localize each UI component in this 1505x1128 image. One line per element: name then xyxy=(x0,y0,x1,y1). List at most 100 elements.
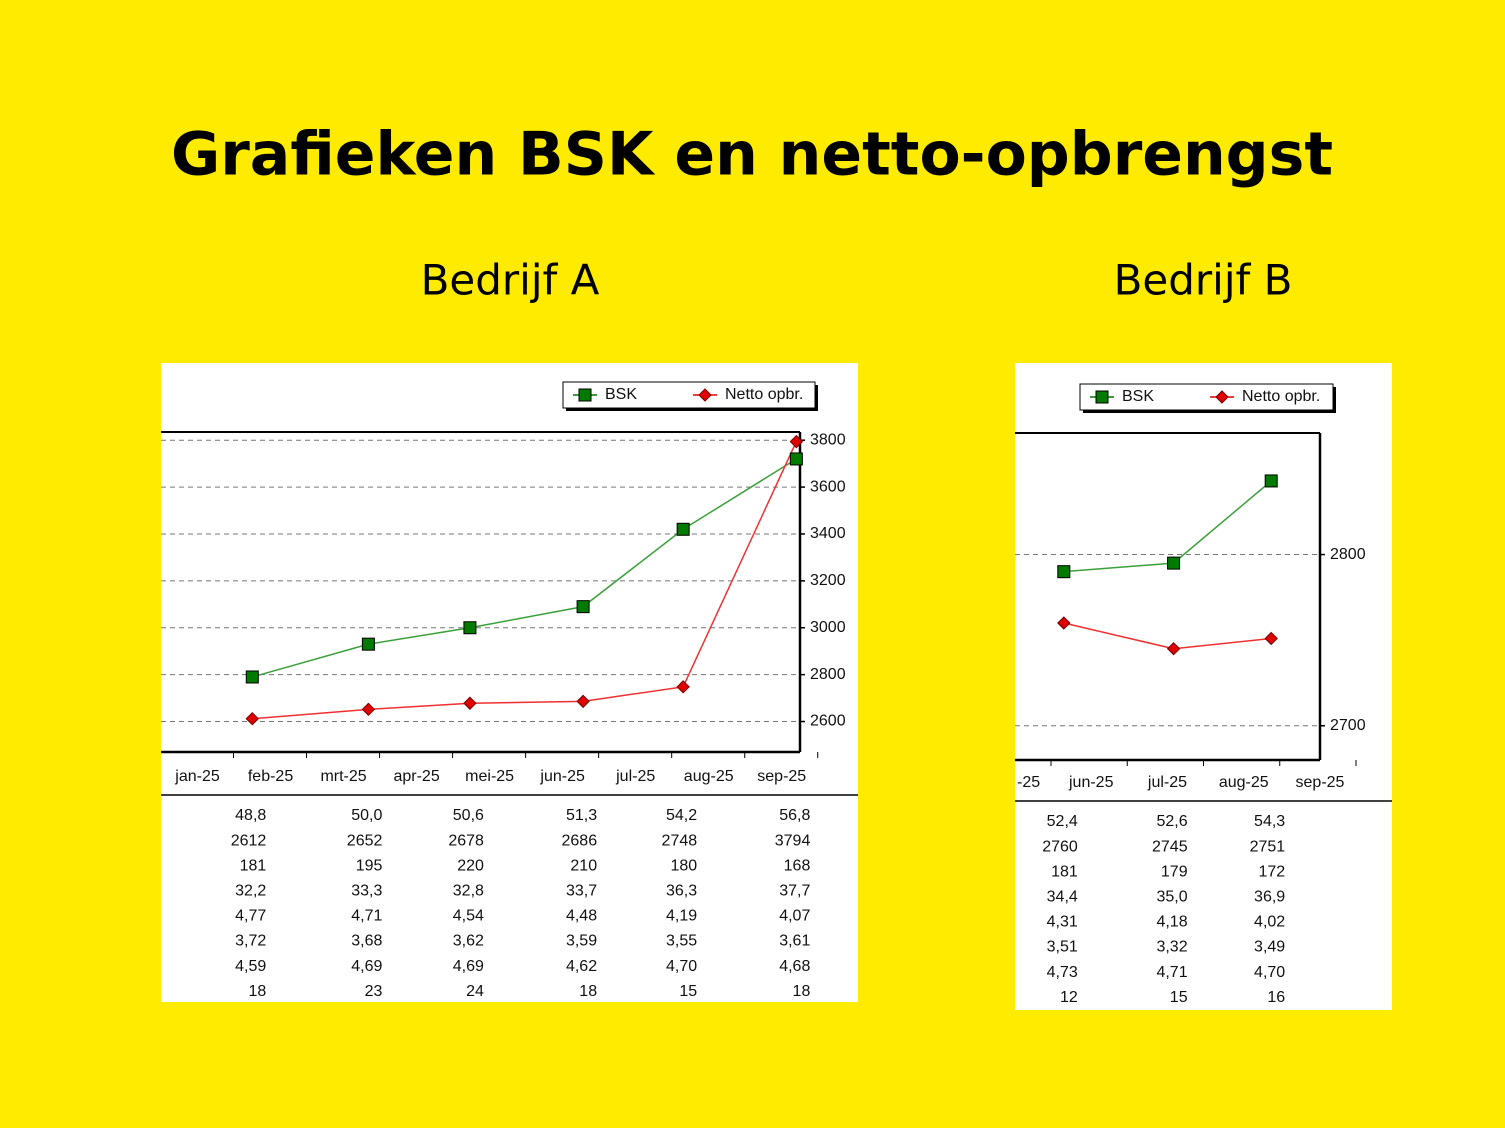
y-tick-label: 3800 xyxy=(810,431,846,448)
table-cell: 181 xyxy=(1051,863,1078,880)
table-cell: 181 xyxy=(240,857,267,874)
y-tick-label: 3200 xyxy=(810,572,846,589)
table-cell: 32,8 xyxy=(453,883,484,900)
x-tick-label: aug-25 xyxy=(684,768,734,785)
x-tick-label: jul-25 xyxy=(1147,774,1187,791)
y-tick-label: 3400 xyxy=(810,525,846,542)
table-cell: 4,54 xyxy=(453,908,484,925)
legend xyxy=(562,381,816,409)
x-tick-label: -25 xyxy=(1017,774,1040,791)
marker-diamond xyxy=(245,712,259,726)
y-tick-label: 2700 xyxy=(1330,717,1366,734)
table-cell: 3,49 xyxy=(1254,939,1285,956)
y-tick-label: 2800 xyxy=(1330,546,1366,563)
chart-panel: 2600 2800 3000 3200 3400 3600 3800 jan-25 feb-25… xyxy=(161,363,858,1002)
table-cell: 4,71 xyxy=(351,908,382,925)
table-cell: 4,18 xyxy=(1156,914,1187,931)
legend-label: BSK xyxy=(605,386,637,403)
table-cell: 3,51 xyxy=(1047,939,1078,956)
table-cell: 32,2 xyxy=(235,883,266,900)
x-tick-label: apr-25 xyxy=(393,768,439,785)
y-tick-label: 2800 xyxy=(810,666,846,683)
table-cell: 2745 xyxy=(1152,838,1188,855)
table-cell: 52,4 xyxy=(1047,813,1078,830)
legend xyxy=(1079,383,1334,411)
table-cell: 2751 xyxy=(1250,838,1286,855)
panel xyxy=(161,363,858,1002)
table-cell: 50,0 xyxy=(351,807,382,824)
marker-diamond xyxy=(463,696,477,710)
table-cell: 2678 xyxy=(448,832,484,849)
chart-subtitle: Bedrijf A xyxy=(421,256,600,305)
table-cell: 16 xyxy=(1267,989,1285,1006)
panel-content: 2600 2800 3000 3200 3400 3600 3800 jan-25 feb-25… xyxy=(161,363,858,1002)
y-tick-label: 3600 xyxy=(810,478,846,495)
table-cell: 4,69 xyxy=(351,958,382,975)
table-cell: 2760 xyxy=(1042,838,1078,855)
table-cell: 15 xyxy=(1170,989,1188,1006)
table-cell: 51,3 xyxy=(566,807,597,824)
marker-diamond xyxy=(1057,616,1071,630)
marker-diamond xyxy=(1264,631,1278,646)
marker-square xyxy=(1057,565,1071,579)
table-cell: 4,69 xyxy=(453,958,484,975)
table-cell: 195 xyxy=(356,857,383,874)
table-cell: 23 xyxy=(365,983,383,1000)
table-cell: 54,3 xyxy=(1254,813,1285,830)
table-cell: 54,2 xyxy=(666,807,697,824)
table-cell: 3794 xyxy=(775,832,811,849)
x-tick-label: jan-25 xyxy=(174,768,220,785)
table-cell: 4,59 xyxy=(235,958,266,975)
table-cell: 36,3 xyxy=(666,883,697,900)
table-cell: 3,68 xyxy=(351,933,382,950)
y-tick-label: 2600 xyxy=(810,713,846,730)
table-cell: 4,62 xyxy=(566,958,597,975)
marker-square xyxy=(1095,390,1109,404)
table-cell: 2612 xyxy=(231,832,267,849)
table-cell: 210 xyxy=(570,857,597,874)
table-cell: 3,72 xyxy=(235,933,266,950)
table-cell: 18 xyxy=(793,983,811,1000)
table-cell: 50,6 xyxy=(453,807,484,824)
table-cell: 36,9 xyxy=(1254,889,1285,906)
marker-square xyxy=(676,522,690,536)
table-cell: 3,32 xyxy=(1156,939,1187,956)
table-cell: 33,3 xyxy=(351,883,382,900)
table-cell: 4,73 xyxy=(1047,964,1078,981)
table-cell: 220 xyxy=(457,857,484,874)
table-cell: 3,55 xyxy=(666,933,697,950)
x-tick-label: jun-25 xyxy=(539,768,585,785)
marker-square xyxy=(1264,474,1278,488)
table-cell: 24 xyxy=(466,983,484,1000)
chart-subtitle: Bedrijf B xyxy=(1114,256,1293,305)
table-cell: 18 xyxy=(248,983,266,1000)
table-cell: 56,8 xyxy=(779,807,810,824)
table-cell: 4,71 xyxy=(1156,964,1187,981)
x-tick-label: aug-25 xyxy=(1219,774,1269,791)
marker-square xyxy=(1167,556,1181,570)
table-cell: 4,31 xyxy=(1047,914,1078,931)
marker-square xyxy=(789,452,803,466)
table-cell: 4,02 xyxy=(1254,914,1285,931)
table-cell: 180 xyxy=(670,857,697,874)
table-cell: 33,7 xyxy=(566,883,597,900)
marker-diamond xyxy=(676,680,690,694)
marker-diamond xyxy=(361,702,376,717)
table-cell: 35,0 xyxy=(1156,889,1187,906)
x-tick-label: mrt-25 xyxy=(320,768,366,785)
marker-square xyxy=(361,637,375,651)
x-tick-label: sep-25 xyxy=(757,768,806,785)
table-cell: 3,62 xyxy=(453,933,484,950)
table-cell: 3,59 xyxy=(566,933,597,950)
x-tick-label: feb-25 xyxy=(248,768,293,785)
table-cell: 52,6 xyxy=(1156,813,1187,830)
marker-square xyxy=(578,388,592,402)
table-cell: 4,77 xyxy=(235,908,266,925)
marker-diamond xyxy=(576,694,590,709)
legend-label: Netto opbr. xyxy=(1242,388,1320,405)
x-tick-label: mei-25 xyxy=(465,768,514,785)
table-cell: 12 xyxy=(1060,989,1078,1006)
legend-label: BSK xyxy=(1122,388,1154,405)
table-cell: 4,19 xyxy=(666,908,697,925)
